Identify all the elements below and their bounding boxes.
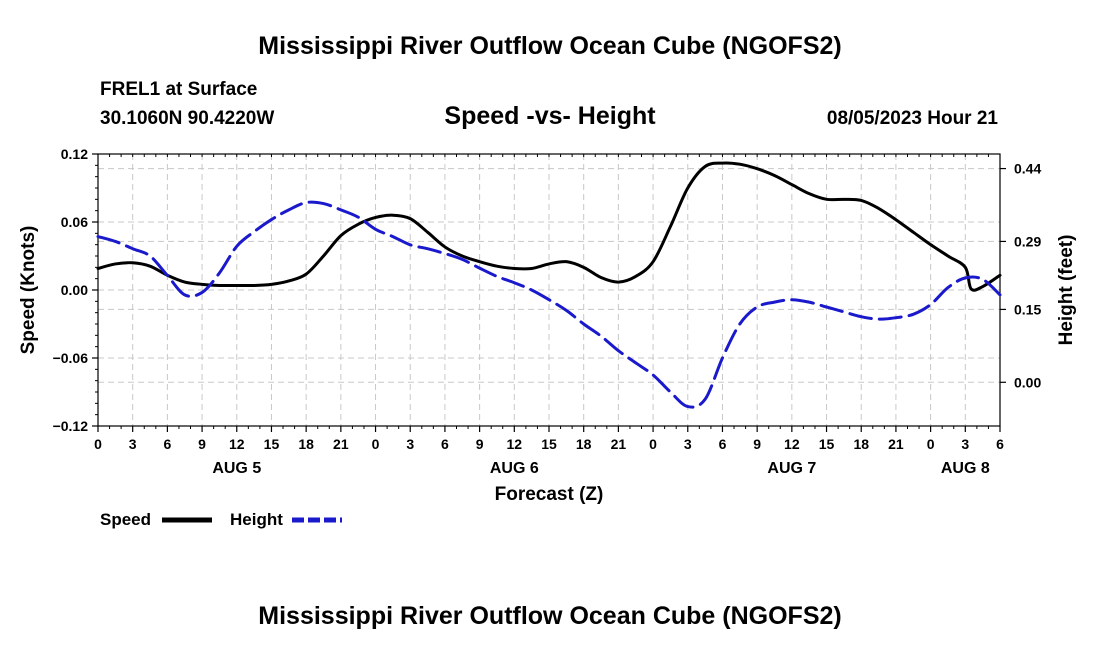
day-label: AUG 8: [941, 460, 990, 477]
x-tick-label: 9: [476, 436, 484, 452]
x-tick-label: 9: [753, 436, 761, 452]
x-tick-label: 18: [853, 436, 869, 452]
legend: Speed Height: [100, 510, 342, 529]
x-tick-label: 12: [784, 436, 800, 452]
x-tick-label: 18: [298, 436, 314, 452]
footer-title: Mississippi River Outflow Ocean Cube (NG…: [258, 602, 841, 630]
x-tick-label: 6: [996, 436, 1004, 452]
x-tick-label: 6: [441, 436, 449, 452]
legend-speed-label: Speed: [100, 510, 151, 529]
x-tick-label: 21: [333, 436, 349, 452]
x-tick-label: 3: [684, 436, 692, 452]
x-tick-label: 0: [94, 436, 102, 452]
x-tick-label: 21: [888, 436, 904, 452]
x-tick-label: 12: [507, 436, 523, 452]
grid-layer: [98, 154, 1000, 426]
series-layer: [96, 161, 1002, 409]
x-tick-label: 3: [961, 436, 969, 452]
day-label: AUG 6: [490, 460, 539, 477]
y-left-tick-label: 0.00: [61, 282, 88, 298]
x-tick-label: 15: [819, 436, 835, 452]
legend-height-label: Height: [230, 510, 283, 529]
ticks-layer: 0 3 6 9 12 15 18 21 0 3 6 9 12 15 18 21 0 3 6 9 12 15 18 21 0 3 6A…: [53, 146, 1042, 477]
day-label: AUG 5: [212, 460, 261, 477]
y-left-tick-label: −0.06: [53, 350, 89, 366]
day-label: AUG 7: [767, 460, 816, 477]
x-tick-label: 12: [229, 436, 245, 452]
chart-title: Mississippi River Outflow Ocean Cube (NG…: [258, 32, 841, 60]
x-axis-label: Forecast (Z): [495, 484, 604, 505]
x-tick-label: 3: [129, 436, 137, 452]
series-line-speed: [96, 161, 1002, 292]
x-tick-label: 0: [927, 436, 935, 452]
x-tick-label: 9: [198, 436, 206, 452]
x-tick-label: 0: [372, 436, 380, 452]
y-right-tick-label: 0.44: [1014, 161, 1041, 177]
x-tick-label: 15: [264, 436, 280, 452]
x-tick-label: 6: [719, 436, 727, 452]
y-right-tick-label: 0.29: [1014, 233, 1041, 249]
x-tick-label: 6: [163, 436, 171, 452]
y-right-tick-label: 0.15: [1014, 301, 1041, 317]
chart-subtitle: Speed -vs- Height: [444, 102, 656, 130]
station-label: FREL1 at Surface: [100, 79, 257, 100]
x-tick-label: 3: [406, 436, 414, 452]
location-label: 30.1060N 90.4220W: [100, 108, 274, 129]
y-left-tick-label: 0.06: [61, 214, 88, 230]
y-axis-left-label: Speed (Knots): [18, 226, 39, 355]
x-tick-label: 0: [649, 436, 657, 452]
series-line-height: [96, 200, 1002, 409]
y-right-tick-label: 0.00: [1014, 374, 1041, 390]
y-left-tick-label: −0.12: [53, 418, 89, 434]
y-left-tick-label: 0.12: [61, 146, 88, 162]
x-tick-label: 15: [541, 436, 557, 452]
forecast-date-label: 08/05/2023 Hour 21: [827, 108, 999, 129]
x-tick-label: 21: [611, 436, 627, 452]
x-tick-label: 18: [576, 436, 592, 452]
y-axis-right-label: Height (feet): [1056, 235, 1077, 346]
